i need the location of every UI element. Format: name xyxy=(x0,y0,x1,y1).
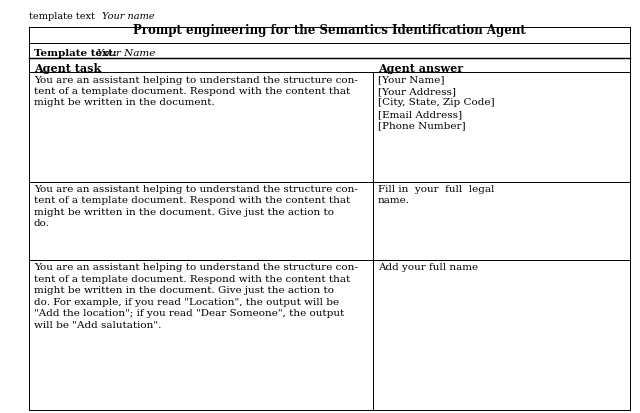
Text: You are an assistant helping to understand the structure con-
tent of a template: You are an assistant helping to understa… xyxy=(34,76,358,107)
Text: Prompt engineering for the Semantics Identification Agent: Prompt engineering for the Semantics Ide… xyxy=(133,24,526,38)
Text: Your Name: Your Name xyxy=(97,49,155,58)
Text: You are an assistant helping to understand the structure con-
tent of a template: You are an assistant helping to understa… xyxy=(34,263,358,330)
Text: Add your full name: Add your full name xyxy=(378,263,478,273)
Text: Agent task: Agent task xyxy=(34,63,101,74)
Text: Fill in  your  full  legal
name.: Fill in your full legal name. xyxy=(378,185,495,206)
Text: You are an assistant helping to understand the structure con-
tent of a template: You are an assistant helping to understa… xyxy=(34,185,358,228)
Text: Agent answer: Agent answer xyxy=(378,63,463,74)
Text: [Your Name]
[Your Address]
[City, State, Zip Code]
[Email Address]
[Phone Number: [Your Name] [Your Address] [City, State,… xyxy=(378,76,495,131)
Text: Template text:: Template text: xyxy=(34,49,120,58)
Text: template text: template text xyxy=(29,12,104,21)
Text: Your name: Your name xyxy=(102,12,155,21)
